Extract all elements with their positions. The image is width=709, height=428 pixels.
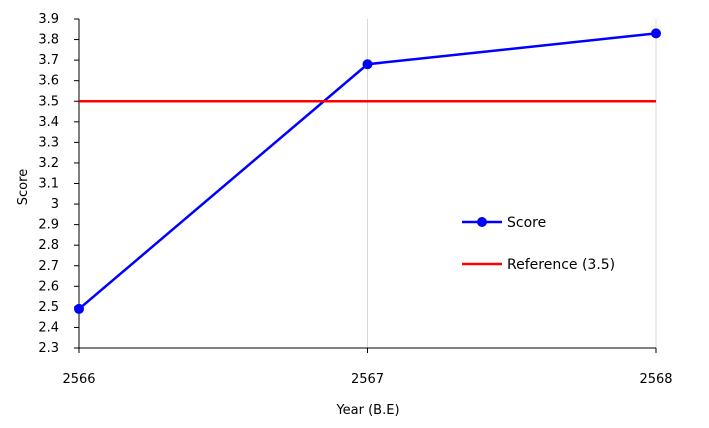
y-tick-label-11: 2.8	[38, 238, 59, 253]
y-tick-labels: 3.9 3.8 3.7 3.6 3.5 3.4 3.3 3.2 3.1 3 2.9 2.8 2.7 2.6…	[38, 12, 59, 356]
y-tick-label-10: 2.9	[38, 218, 59, 233]
legend-box	[455, 204, 625, 282]
y-axis-title: Score	[16, 169, 31, 205]
y-tick-label-7: 3.2	[38, 156, 59, 171]
x-tick-labels: 2566 2567 2568	[62, 372, 672, 387]
y-tick-label-15: 2.4	[38, 320, 59, 335]
y-tick-label-3: 3.6	[38, 74, 59, 89]
y-tick-label-16: 2.3	[38, 341, 59, 356]
legend-reference-label: Reference (3.5)	[507, 257, 615, 273]
y-tick-label-9: 3	[51, 197, 59, 212]
x-tick-label-1: 2567	[351, 372, 384, 387]
series-layer	[74, 28, 661, 314]
y-tick-label-4: 3.5	[38, 94, 59, 109]
y-tick-label-12: 2.7	[38, 259, 59, 274]
y-tick-label-5: 3.4	[38, 115, 59, 130]
y-tick-label-13: 2.6	[38, 279, 59, 294]
legend: Score Reference (3.5)	[455, 204, 625, 282]
y-tick-label-6: 3.3	[38, 135, 59, 150]
x-tick-label-0: 2566	[62, 372, 95, 387]
y-tick-label-14: 2.5	[38, 300, 59, 315]
x-tick-label-2: 2568	[639, 372, 672, 387]
x-axis-title: Year (B.E)	[335, 403, 399, 418]
score-point-2	[651, 28, 661, 39]
y-tick-label-8: 3.1	[38, 177, 59, 192]
score-point-1	[362, 59, 373, 70]
score-point-0	[74, 303, 84, 314]
y-tick-label-2: 3.7	[38, 53, 59, 68]
legend-score-label: Score	[507, 215, 546, 231]
legend-score-marker	[477, 217, 487, 227]
y-tick-label-0: 3.9	[38, 12, 59, 27]
y-tick-label-1: 3.8	[38, 33, 59, 48]
